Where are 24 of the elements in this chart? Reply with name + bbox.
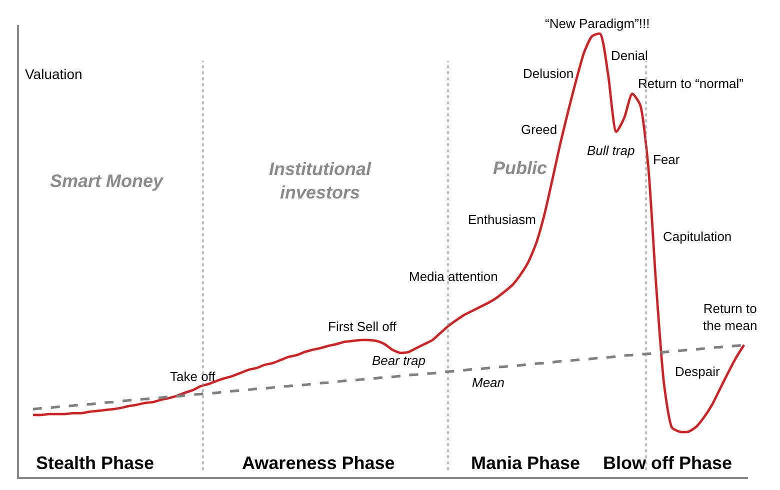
annotation: Mean [472, 375, 505, 390]
y-axis-title: Valuation [25, 66, 82, 82]
annotation: Enthusiasm [468, 212, 536, 227]
annotation: First Sell off [328, 319, 397, 334]
annotation: Capitulation [663, 229, 732, 244]
annotation: Greed [521, 122, 558, 137]
annotation: Fear [653, 152, 680, 167]
annotation: Delusion [523, 66, 574, 81]
annotation: Awareness Phase [242, 453, 395, 473]
annotation: Bull trap [587, 143, 635, 158]
annotation: Return to the mean [703, 301, 758, 333]
annotation: Blow off Phase [603, 453, 732, 473]
annotation: Smart Money [50, 171, 164, 191]
annotation: Return to “normal” [638, 76, 744, 91]
annotation: Bear trap [372, 353, 426, 368]
annotation: Despair [675, 364, 720, 379]
annotation: Institutional investors [269, 159, 372, 202]
annotation: Media attention [409, 269, 498, 284]
annotation: Stealth Phase [36, 453, 154, 473]
annotation: Public [493, 158, 548, 178]
text: “New Paradigm”!!! [545, 16, 650, 31]
annotation: Mania Phase [471, 453, 580, 473]
annotation: Take off [170, 369, 216, 384]
annotation: Denial [611, 48, 648, 63]
